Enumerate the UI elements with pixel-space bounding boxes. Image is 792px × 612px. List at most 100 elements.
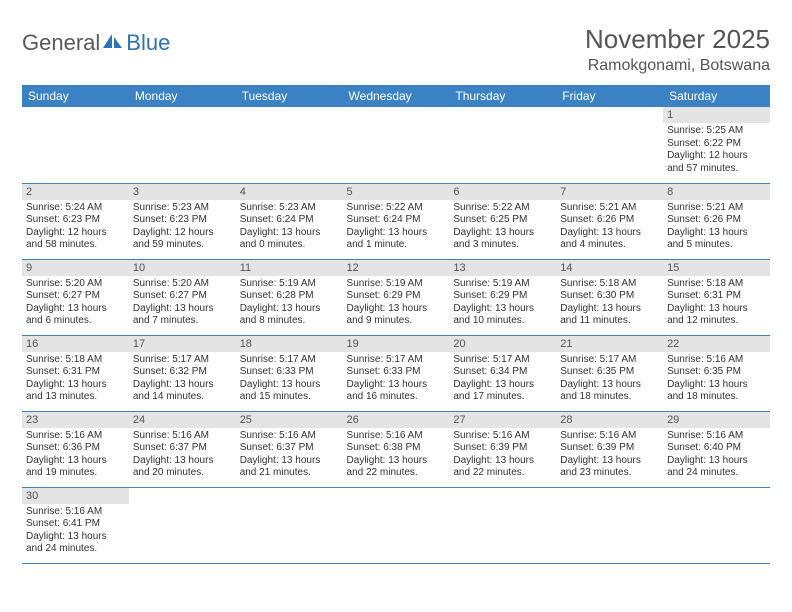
- weekday-header: Sunday: [22, 85, 129, 107]
- day-number: 16: [22, 336, 129, 352]
- calendar-row: 2Sunrise: 5:24 AMSunset: 6:23 PMDaylight…: [22, 183, 770, 259]
- day-number: 25: [236, 412, 343, 428]
- calendar-cell: 16Sunrise: 5:18 AMSunset: 6:31 PMDayligh…: [22, 335, 129, 411]
- weekday-header-row: Sunday Monday Tuesday Wednesday Thursday…: [22, 85, 770, 107]
- day-number: 11: [236, 260, 343, 276]
- calendar-cell: 29Sunrise: 5:16 AMSunset: 6:40 PMDayligh…: [663, 411, 770, 487]
- day-number: 14: [556, 260, 663, 276]
- day-number: 30: [22, 488, 129, 504]
- day-details: Sunrise: 5:16 AMSunset: 6:39 PMDaylight:…: [556, 428, 663, 482]
- calendar-cell: 24Sunrise: 5:16 AMSunset: 6:37 PMDayligh…: [129, 411, 236, 487]
- day-details: Sunrise: 5:16 AMSunset: 6:37 PMDaylight:…: [129, 428, 236, 482]
- day-number: 26: [343, 412, 450, 428]
- weekday-header: Monday: [129, 85, 236, 107]
- calendar-cell: 18Sunrise: 5:17 AMSunset: 6:33 PMDayligh…: [236, 335, 343, 411]
- calendar-cell: 3Sunrise: 5:23 AMSunset: 6:23 PMDaylight…: [129, 183, 236, 259]
- day-details: Sunrise: 5:17 AMSunset: 6:34 PMDaylight:…: [449, 352, 556, 406]
- calendar-cell: 22Sunrise: 5:16 AMSunset: 6:35 PMDayligh…: [663, 335, 770, 411]
- day-number: 12: [343, 260, 450, 276]
- calendar-cell: 27Sunrise: 5:16 AMSunset: 6:39 PMDayligh…: [449, 411, 556, 487]
- header: General Blue November 2025 Ramokgonami, …: [22, 24, 770, 75]
- calendar-cell: 23Sunrise: 5:16 AMSunset: 6:36 PMDayligh…: [22, 411, 129, 487]
- calendar-cell: 14Sunrise: 5:18 AMSunset: 6:30 PMDayligh…: [556, 259, 663, 335]
- calendar-cell: 13Sunrise: 5:19 AMSunset: 6:29 PMDayligh…: [449, 259, 556, 335]
- day-details: Sunrise: 5:16 AMSunset: 6:37 PMDaylight:…: [236, 428, 343, 482]
- day-number: 10: [129, 260, 236, 276]
- calendar-cell: [129, 487, 236, 563]
- day-number: 19: [343, 336, 450, 352]
- day-details: Sunrise: 5:19 AMSunset: 6:29 PMDaylight:…: [449, 276, 556, 330]
- calendar-cell: 30Sunrise: 5:16 AMSunset: 6:41 PMDayligh…: [22, 487, 129, 563]
- calendar-cell: 25Sunrise: 5:16 AMSunset: 6:37 PMDayligh…: [236, 411, 343, 487]
- day-number: 2: [22, 184, 129, 200]
- day-number: 3: [129, 184, 236, 200]
- day-details: Sunrise: 5:16 AMSunset: 6:41 PMDaylight:…: [22, 504, 129, 558]
- day-details: Sunrise: 5:16 AMSunset: 6:40 PMDaylight:…: [663, 428, 770, 482]
- calendar-cell: [22, 107, 129, 183]
- calendar-cell: 7Sunrise: 5:21 AMSunset: 6:26 PMDaylight…: [556, 183, 663, 259]
- weekday-header: Thursday: [449, 85, 556, 107]
- calendar-cell: [236, 487, 343, 563]
- day-number: 5: [343, 184, 450, 200]
- day-details: Sunrise: 5:25 AMSunset: 6:22 PMDaylight:…: [663, 123, 770, 177]
- calendar-cell: 21Sunrise: 5:17 AMSunset: 6:35 PMDayligh…: [556, 335, 663, 411]
- calendar-cell: 9Sunrise: 5:20 AMSunset: 6:27 PMDaylight…: [22, 259, 129, 335]
- sail-icon: [102, 30, 124, 56]
- day-details: Sunrise: 5:16 AMSunset: 6:38 PMDaylight:…: [343, 428, 450, 482]
- day-number: 8: [663, 184, 770, 200]
- day-details: Sunrise: 5:20 AMSunset: 6:27 PMDaylight:…: [22, 276, 129, 330]
- calendar-cell: [663, 487, 770, 563]
- day-details: Sunrise: 5:17 AMSunset: 6:35 PMDaylight:…: [556, 352, 663, 406]
- calendar-cell: 5Sunrise: 5:22 AMSunset: 6:24 PMDaylight…: [343, 183, 450, 259]
- calendar-cell: 2Sunrise: 5:24 AMSunset: 6:23 PMDaylight…: [22, 183, 129, 259]
- day-number: 17: [129, 336, 236, 352]
- calendar-cell: 4Sunrise: 5:23 AMSunset: 6:24 PMDaylight…: [236, 183, 343, 259]
- day-details: Sunrise: 5:17 AMSunset: 6:32 PMDaylight:…: [129, 352, 236, 406]
- calendar-cell: 1Sunrise: 5:25 AMSunset: 6:22 PMDaylight…: [663, 107, 770, 183]
- calendar-row: 9Sunrise: 5:20 AMSunset: 6:27 PMDaylight…: [22, 259, 770, 335]
- calendar-cell: 19Sunrise: 5:17 AMSunset: 6:33 PMDayligh…: [343, 335, 450, 411]
- day-details: Sunrise: 5:19 AMSunset: 6:29 PMDaylight:…: [343, 276, 450, 330]
- calendar-cell: 20Sunrise: 5:17 AMSunset: 6:34 PMDayligh…: [449, 335, 556, 411]
- day-number: 1: [663, 107, 770, 123]
- day-details: Sunrise: 5:22 AMSunset: 6:25 PMDaylight:…: [449, 200, 556, 254]
- day-details: Sunrise: 5:18 AMSunset: 6:31 PMDaylight:…: [22, 352, 129, 406]
- day-number: 29: [663, 412, 770, 428]
- calendar-cell: 12Sunrise: 5:19 AMSunset: 6:29 PMDayligh…: [343, 259, 450, 335]
- calendar-cell: 10Sunrise: 5:20 AMSunset: 6:27 PMDayligh…: [129, 259, 236, 335]
- calendar-cell: [449, 487, 556, 563]
- day-details: Sunrise: 5:21 AMSunset: 6:26 PMDaylight:…: [556, 200, 663, 254]
- day-number: 27: [449, 412, 556, 428]
- day-number: 28: [556, 412, 663, 428]
- day-details: Sunrise: 5:18 AMSunset: 6:30 PMDaylight:…: [556, 276, 663, 330]
- calendar-cell: [129, 107, 236, 183]
- day-details: Sunrise: 5:20 AMSunset: 6:27 PMDaylight:…: [129, 276, 236, 330]
- weekday-header: Tuesday: [236, 85, 343, 107]
- day-number: 15: [663, 260, 770, 276]
- calendar-cell: 8Sunrise: 5:21 AMSunset: 6:26 PMDaylight…: [663, 183, 770, 259]
- calendar-cell: [343, 107, 450, 183]
- day-number: 24: [129, 412, 236, 428]
- calendar-row: 1Sunrise: 5:25 AMSunset: 6:22 PMDaylight…: [22, 107, 770, 183]
- title-block: November 2025 Ramokgonami, Botswana: [585, 24, 770, 75]
- day-details: Sunrise: 5:23 AMSunset: 6:23 PMDaylight:…: [129, 200, 236, 254]
- calendar-row: 30Sunrise: 5:16 AMSunset: 6:41 PMDayligh…: [22, 487, 770, 563]
- day-details: Sunrise: 5:22 AMSunset: 6:24 PMDaylight:…: [343, 200, 450, 254]
- day-details: Sunrise: 5:16 AMSunset: 6:39 PMDaylight:…: [449, 428, 556, 482]
- day-number: 7: [556, 184, 663, 200]
- calendar-cell: [343, 487, 450, 563]
- day-details: Sunrise: 5:18 AMSunset: 6:31 PMDaylight:…: [663, 276, 770, 330]
- calendar-cell: [556, 107, 663, 183]
- day-number: 18: [236, 336, 343, 352]
- day-details: Sunrise: 5:17 AMSunset: 6:33 PMDaylight:…: [236, 352, 343, 406]
- calendar-cell: 6Sunrise: 5:22 AMSunset: 6:25 PMDaylight…: [449, 183, 556, 259]
- day-details: Sunrise: 5:16 AMSunset: 6:35 PMDaylight:…: [663, 352, 770, 406]
- calendar-cell: 15Sunrise: 5:18 AMSunset: 6:31 PMDayligh…: [663, 259, 770, 335]
- calendar-cell: [556, 487, 663, 563]
- location: Ramokgonami, Botswana: [585, 57, 770, 75]
- calendar-cell: 11Sunrise: 5:19 AMSunset: 6:28 PMDayligh…: [236, 259, 343, 335]
- calendar-cell: [236, 107, 343, 183]
- page-title: November 2025: [585, 24, 770, 55]
- day-number: 21: [556, 336, 663, 352]
- day-number: 4: [236, 184, 343, 200]
